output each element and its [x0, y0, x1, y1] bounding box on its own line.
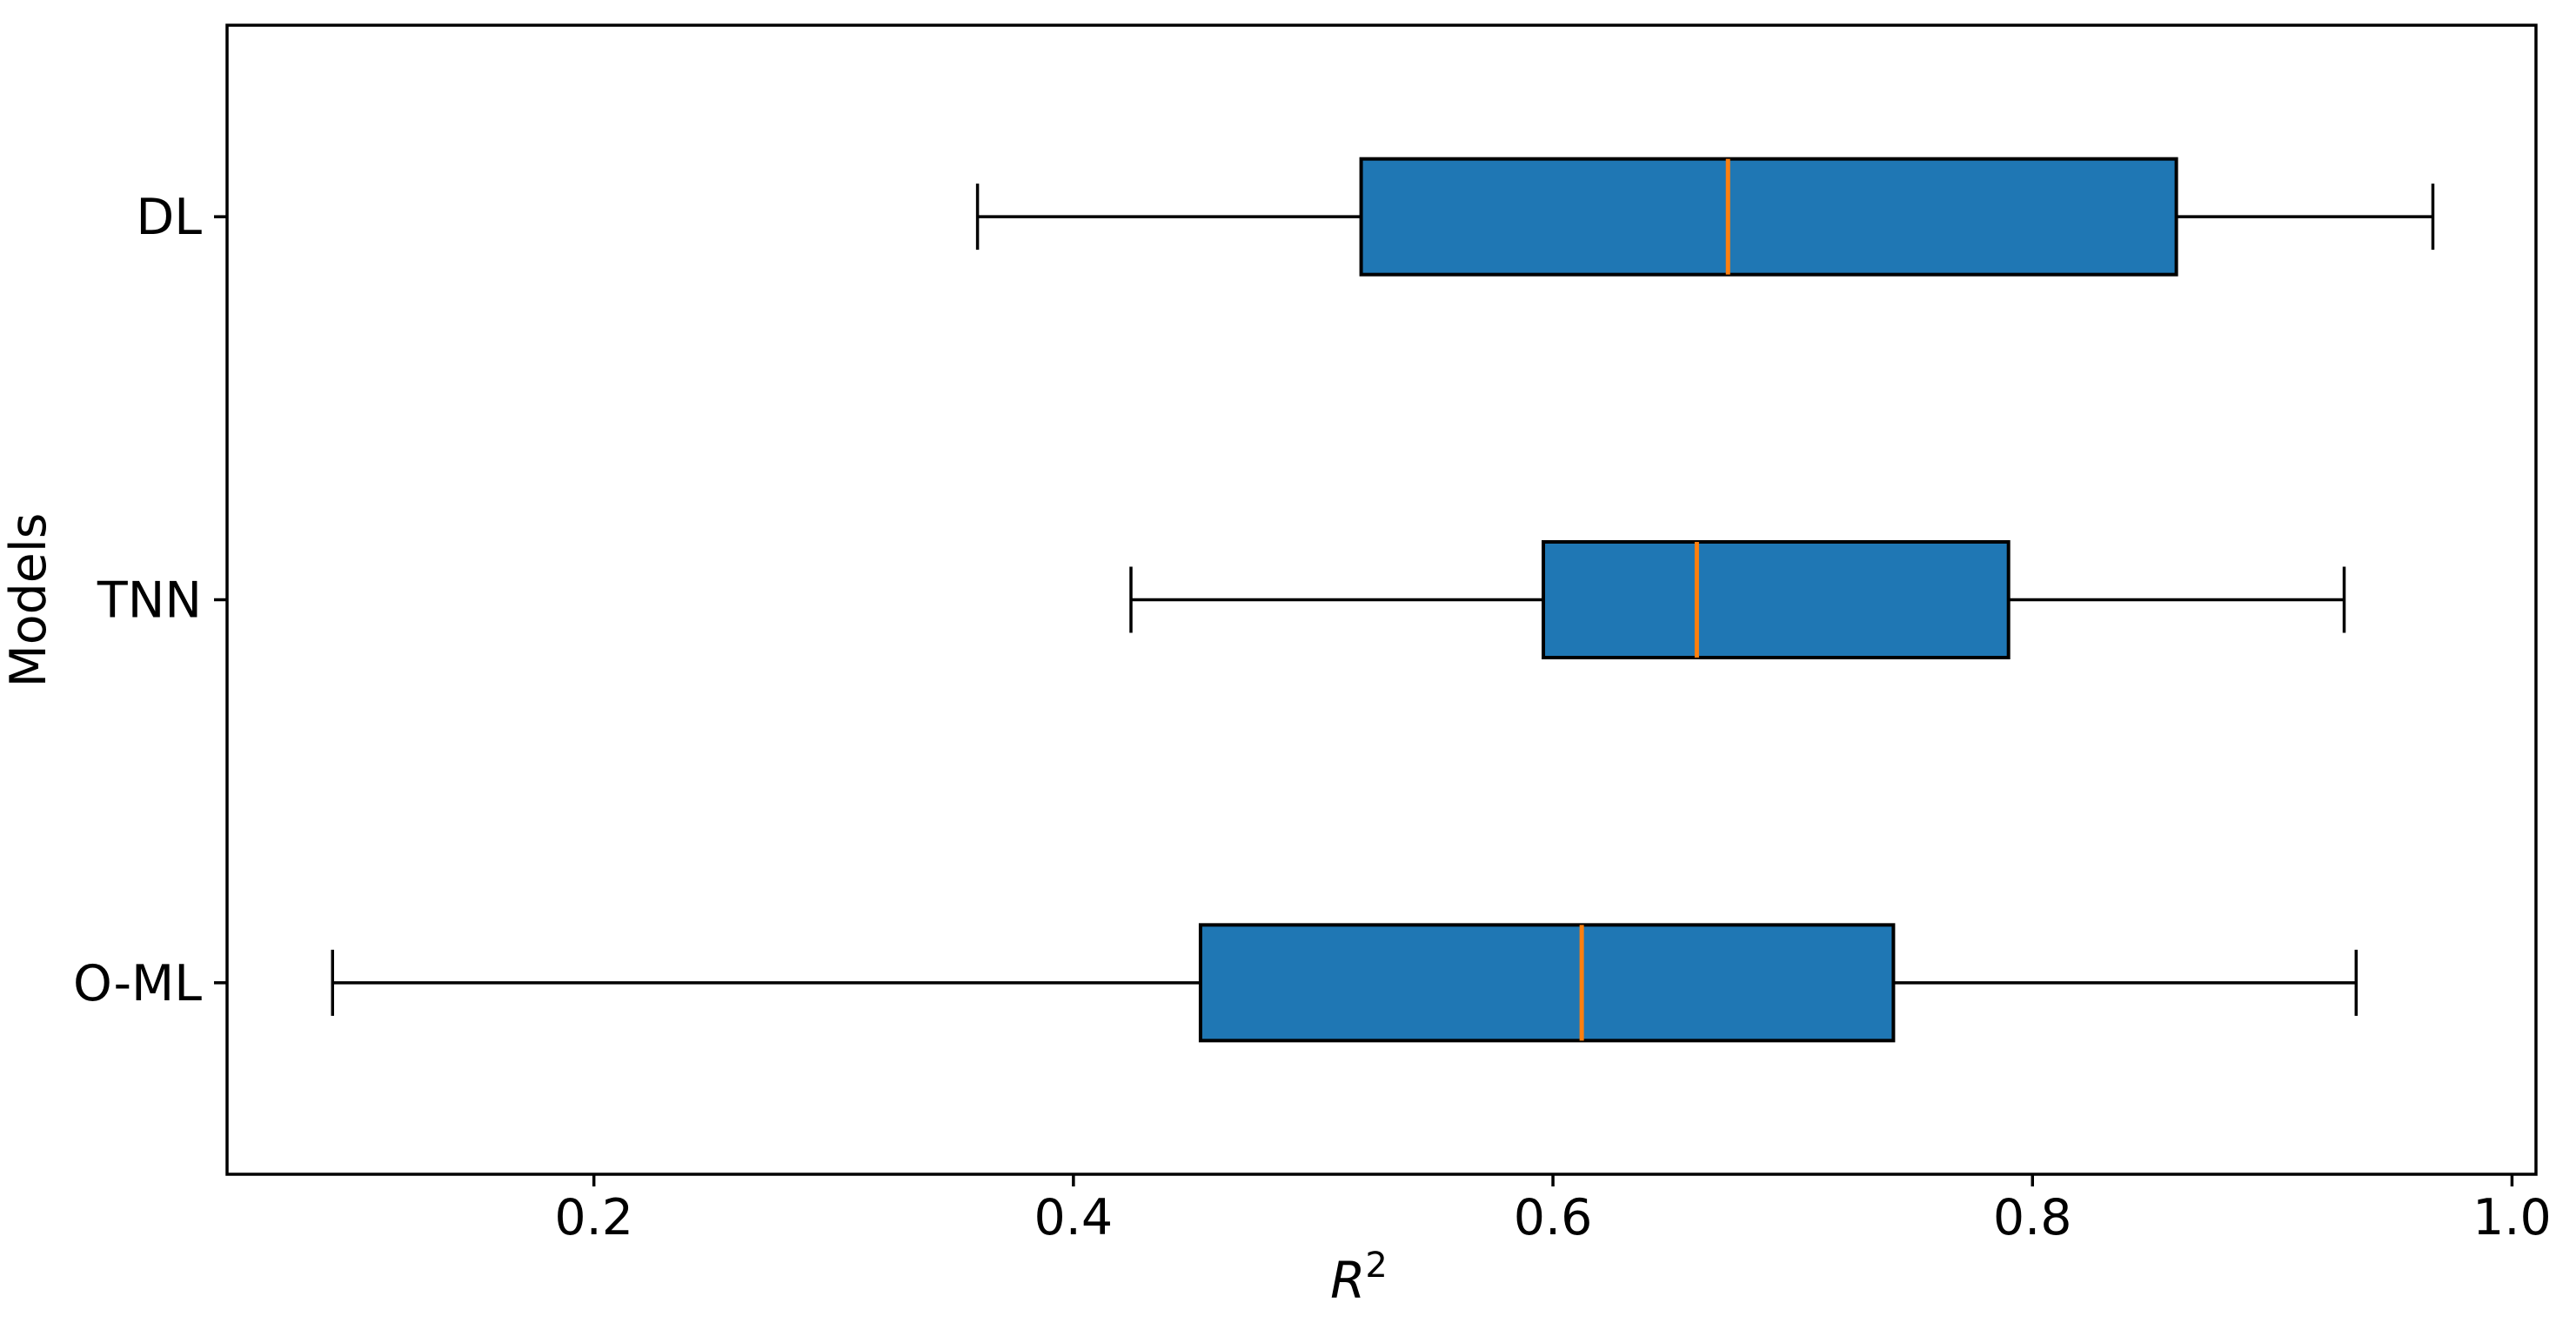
x-tick-label: 0.6	[1514, 1189, 1593, 1246]
x-tick-label: 0.8	[1993, 1189, 2072, 1246]
box-tnn	[1542, 540, 2011, 659]
category-label-o-ml: O-ML	[73, 955, 202, 1012]
x-tick-label: 0.2	[554, 1189, 633, 1246]
box-dl	[1359, 157, 2178, 277]
x-tick-label: 0.4	[1034, 1189, 1114, 1246]
box-o-ml	[1198, 923, 1896, 1043]
category-label-tnn: TNN	[97, 571, 202, 629]
plot-layer: 0.2 0.4 0.6 0.8 1.0 DL TNN O-ML	[73, 23, 2552, 1246]
y-axis-title: Models	[0, 513, 57, 688]
x-axis-title-base: R	[1330, 1251, 1365, 1310]
x-axis-title: R2	[1330, 1246, 1388, 1310]
axes-frame	[225, 23, 2538, 1176]
category-label-dl: DL	[136, 189, 202, 246]
x-tick-label: 1.0	[2472, 1189, 2552, 1246]
x-axis-title-exponent: 2	[1365, 1246, 1387, 1286]
